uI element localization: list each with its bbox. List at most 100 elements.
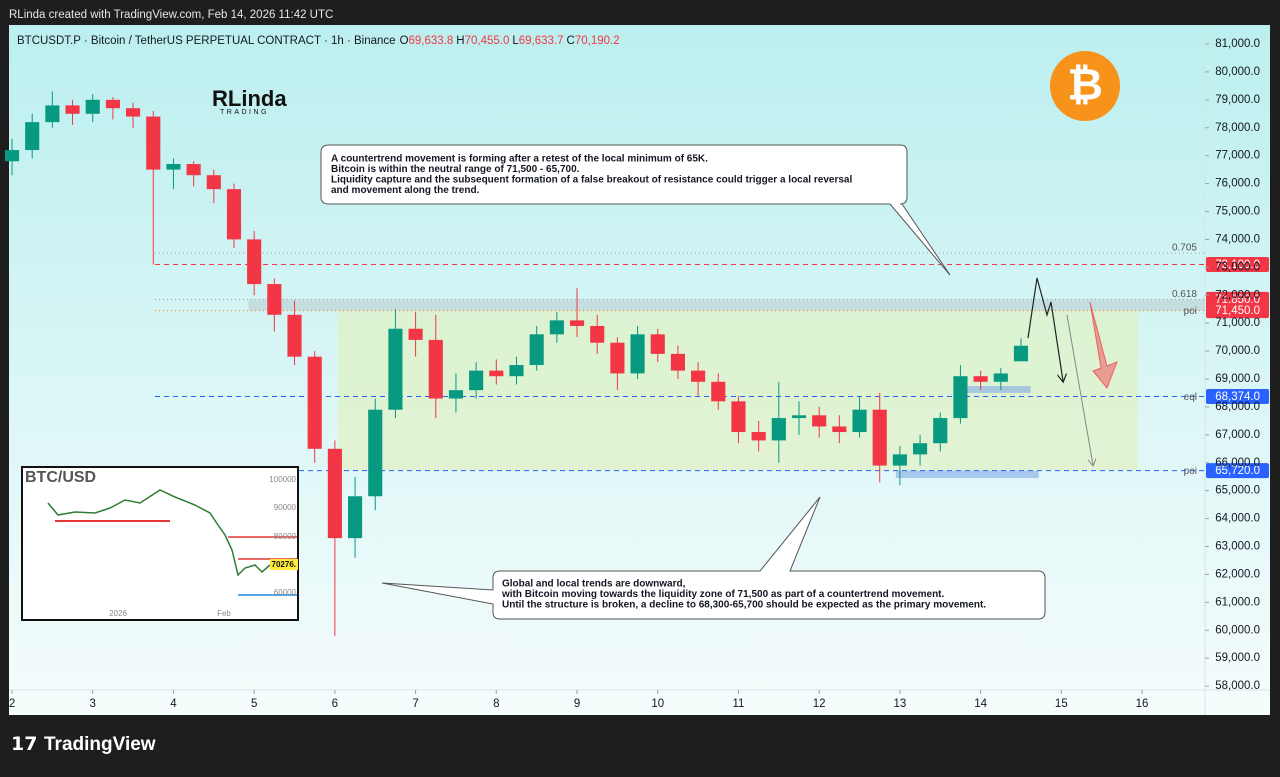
y-tick-label: 79,000.0 <box>1215 94 1260 106</box>
candle-body <box>226 189 242 240</box>
candle-body <box>569 320 585 326</box>
inset-price-label: 70276. <box>272 560 296 569</box>
x-tick-label: 10 <box>651 698 664 710</box>
candle-body <box>388 328 403 410</box>
candle-body <box>206 175 221 190</box>
candle-body <box>812 415 827 427</box>
x-tick-label: 12 <box>813 698 826 710</box>
y-tick-label: 61,000.0 <box>1215 596 1260 608</box>
x-tick-label: 5 <box>251 698 257 710</box>
candle-body <box>85 99 100 114</box>
candle-body <box>368 409 383 497</box>
candle-body <box>126 108 141 117</box>
inset-price-label: 90000 <box>274 503 297 512</box>
zone <box>956 385 1031 393</box>
y-tick-label: 76,000.0 <box>1215 178 1260 190</box>
y-tick-label: 62,000.0 <box>1215 568 1260 580</box>
inset-price-badge <box>270 559 298 570</box>
candle-body <box>630 334 645 374</box>
candle-body <box>307 356 322 449</box>
candle-body <box>549 320 564 335</box>
annotation-line: A countertrend movement is forming after… <box>331 154 708 165</box>
brand-logo: RLinda <box>212 86 287 111</box>
y-tick-label: 74,000.0 <box>1215 233 1260 245</box>
brand-sub: TRADING <box>220 109 269 116</box>
top-bar <box>0 0 1280 25</box>
projection-arrow <box>1066 314 1093 465</box>
candle-body <box>105 99 120 109</box>
candle-body <box>469 370 484 391</box>
price-badge <box>1206 257 1269 273</box>
ohlc-key: C <box>567 35 575 47</box>
y-tick-label: 70,000.0 <box>1215 345 1260 357</box>
ohlc-value: 70,190.2 <box>575 35 620 47</box>
annotation-line: and movement along the trend. <box>331 185 480 196</box>
candle-body <box>166 164 181 170</box>
price-badge-label: 71,450.0 <box>1215 305 1260 317</box>
chart-header: BTCUSDT.P · Bitcoin / TetherUS PERPETUAL… <box>17 35 620 47</box>
candle-body <box>25 122 40 151</box>
price-badge <box>1206 303 1269 319</box>
candle-body <box>872 409 887 466</box>
level-tag: eql <box>1184 392 1197 403</box>
candle-body <box>832 426 847 433</box>
candle-body <box>529 334 544 366</box>
x-tick-label: 16 <box>1136 698 1149 710</box>
candle-body <box>247 239 262 285</box>
chart-title: BTCUSDT.P · Bitcoin / TetherUS PERPETUAL… <box>17 35 396 47</box>
candle-body <box>267 284 282 315</box>
candle-body <box>45 105 60 123</box>
bearish-arrow <box>1089 301 1118 389</box>
footer-icon: 𝟭𝟳 <box>11 734 37 755</box>
x-tick-label: 15 <box>1055 698 1068 710</box>
y-tick-label: 75,000.0 <box>1215 206 1260 218</box>
annotation-line: Bitcoin is within the neutral range of 7… <box>331 164 580 175</box>
candle-body <box>448 390 464 399</box>
x-tick-label: 2 <box>9 698 15 710</box>
candle-body <box>186 164 201 176</box>
candle-body <box>509 365 524 377</box>
candle-body <box>146 116 161 170</box>
candle-body <box>711 381 726 402</box>
x-tick-label: 7 <box>412 698 418 710</box>
x-tick-label: 14 <box>974 698 987 710</box>
candle-body <box>428 339 443 399</box>
candle-body <box>791 415 807 419</box>
ohlc-key: O <box>400 35 409 47</box>
candle-body <box>327 448 342 539</box>
y-tick-label: 66,000.0 <box>1215 457 1260 469</box>
bitcoin-logo <box>1050 51 1120 121</box>
ohlc-value: 69,633.8 <box>409 35 454 47</box>
annotation-line: Until the structure is broken, a decline… <box>502 600 986 611</box>
candle-body <box>287 314 302 357</box>
y-tick-label: 77,000.0 <box>1215 150 1260 162</box>
price-badge-label: 73,100.0 <box>1215 259 1260 271</box>
inset-price-label: 60000 <box>274 588 297 597</box>
y-tick-label: 68,000.0 <box>1215 401 1260 413</box>
candle-body <box>771 418 786 441</box>
y-tick-label: 60,000.0 <box>1215 624 1260 636</box>
y-tick-label: 58,000.0 <box>1215 680 1260 692</box>
y-tick-label: 72,000.0 <box>1215 289 1260 301</box>
x-tick-label: 6 <box>332 698 338 710</box>
ohlc-key: L <box>512 35 519 47</box>
candle-body <box>751 432 766 441</box>
y-tick-label: 64,000.0 <box>1215 513 1260 525</box>
y-tick-label: 65,000.0 <box>1215 485 1260 497</box>
candle-body <box>610 342 625 374</box>
x-tick-label: 3 <box>90 698 96 710</box>
inset-price-label: 80000 <box>274 532 297 541</box>
candle-body <box>993 373 1008 382</box>
candle-body <box>691 370 706 382</box>
level-tag: poi <box>1184 306 1197 317</box>
price-badge <box>1206 463 1269 479</box>
candle-body <box>670 353 685 371</box>
x-tick-label: 11 <box>732 698 744 710</box>
candle-body <box>731 401 746 433</box>
callout-box <box>381 496 1046 620</box>
y-tick-label: 71,000.0 <box>1215 317 1260 329</box>
inset-time-label: 2026 <box>109 609 127 618</box>
y-tick-label: 78,000.0 <box>1215 122 1260 134</box>
